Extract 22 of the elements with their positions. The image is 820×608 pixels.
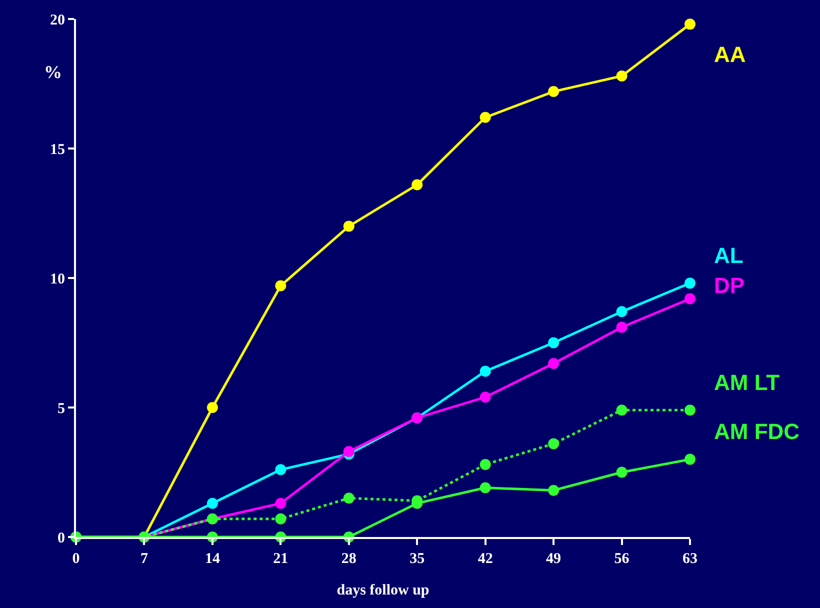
series-label: AM LT bbox=[714, 370, 780, 395]
x-tick-label: 28 bbox=[341, 551, 356, 567]
series-label: AA bbox=[714, 42, 746, 67]
x-tick-label: 49 bbox=[546, 551, 562, 567]
x-axis-title: days follow up bbox=[336, 582, 430, 598]
x-tick-label: 0 bbox=[72, 551, 80, 567]
x-tick-label: 56 bbox=[614, 551, 630, 567]
y-tick-label: 20 bbox=[50, 12, 65, 28]
x-tick-label: 35 bbox=[410, 551, 425, 567]
x-tick-label: 42 bbox=[478, 551, 493, 567]
x-tick-label: 14 bbox=[204, 551, 220, 567]
x-tick-label: 63 bbox=[682, 551, 698, 567]
y-tick-label: 0 bbox=[58, 530, 65, 546]
x-tick-label: 21 bbox=[273, 551, 288, 567]
series-label: AL bbox=[714, 243, 744, 268]
y-tick-label: 5 bbox=[58, 400, 65, 417]
y-tick-label: 10 bbox=[50, 271, 65, 288]
series-label: DP bbox=[714, 273, 745, 298]
y-axis-title: % bbox=[44, 62, 62, 82]
series-label: AM FDC bbox=[714, 419, 800, 444]
y-tick-label: 15 bbox=[50, 142, 65, 158]
x-tick-label: 7 bbox=[140, 551, 148, 567]
